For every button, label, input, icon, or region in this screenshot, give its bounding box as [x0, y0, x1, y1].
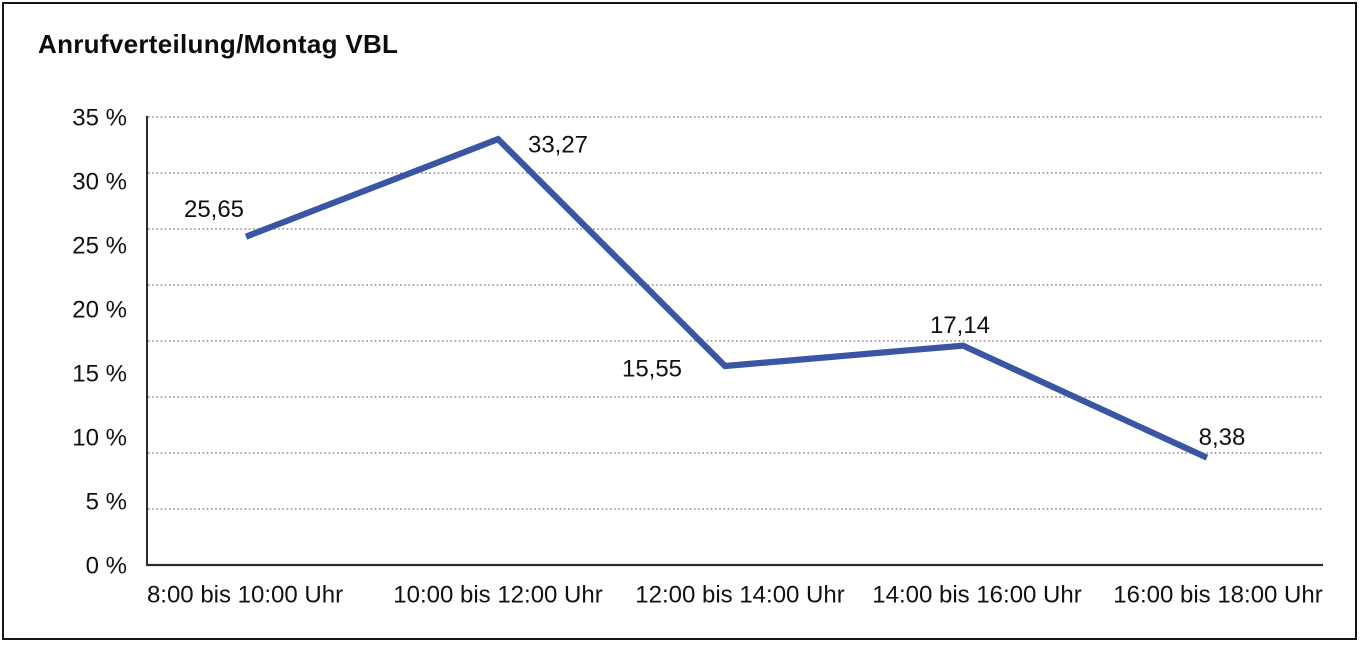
y-tick-label: 20 %: [72, 297, 127, 324]
data-series-line: [244, 135, 1209, 461]
y-tick-label: 25 %: [72, 233, 127, 260]
data-point-label: 17,14: [930, 312, 990, 339]
chart-title: Anrufverteilung/Montag VBL: [38, 29, 399, 59]
x-category-label: 8:00 bis 10:00 Uhr: [147, 582, 343, 609]
y-tick-label: 10 %: [72, 425, 127, 452]
y-tick-label: 35 %: [72, 105, 127, 132]
y-tick-label: 15 %: [72, 361, 127, 388]
x-category-label: 12:00 bis 14:00 Uhr: [635, 582, 844, 609]
y-tick-label: 0 %: [86, 553, 127, 580]
data-point-label: 15,55: [622, 355, 682, 382]
x-category-label: 16:00 bis 18:00 Uhr: [1113, 582, 1322, 609]
y-tick-label: 30 %: [72, 169, 127, 196]
data-point-label: 33,27: [528, 132, 588, 159]
data-point-label: 8,38: [1199, 424, 1246, 451]
data-point-label: 25,65: [184, 196, 244, 223]
x-category-label: 10:00 bis 12:00 Uhr: [393, 582, 602, 609]
y-tick-label: 5 %: [86, 489, 127, 516]
x-category-label: 14:00 bis 16:00 Uhr: [872, 582, 1081, 609]
